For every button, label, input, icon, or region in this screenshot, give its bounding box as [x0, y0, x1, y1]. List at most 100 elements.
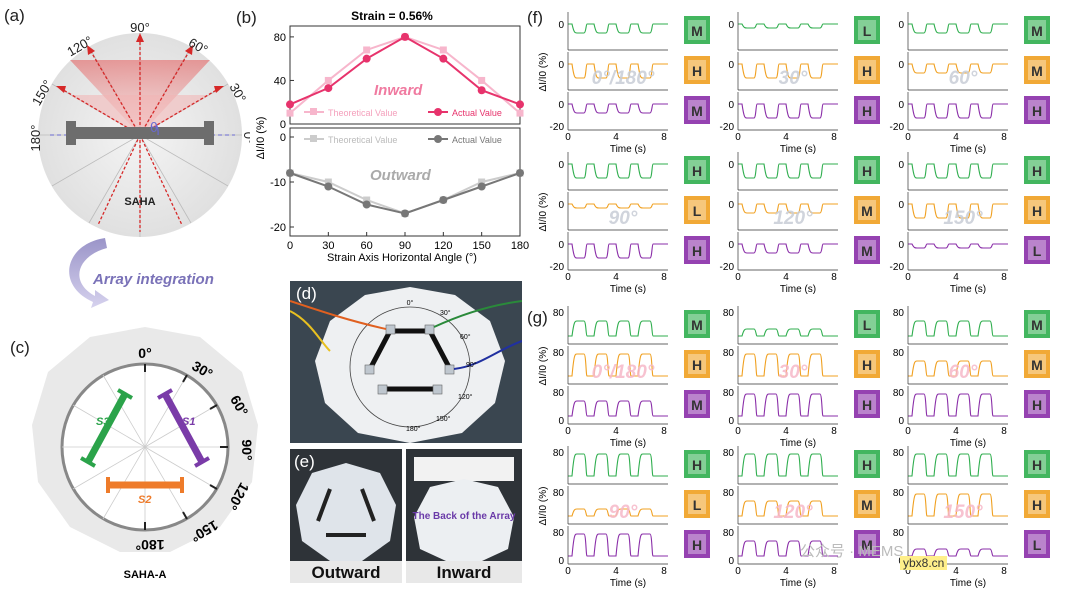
chart-b-ytick-label-0-0: 0 — [280, 119, 286, 131]
xtick-f-5-0: 0 — [905, 272, 911, 283]
xtick-g-5-2: 8 — [1001, 566, 1007, 577]
angle-label-f-1: 30° — [779, 68, 808, 89]
level-badge-inner — [858, 60, 876, 80]
level-badge-f-0-0 — [684, 16, 710, 44]
level-badge-g-4-1 — [854, 490, 880, 518]
ytick-g-2-2-b: 0 — [898, 416, 904, 427]
ytick-f-5-1-a: 0 — [898, 200, 904, 211]
trace-f-5-2 — [908, 243, 1008, 249]
ytick-g-4-0-a: 80 — [723, 448, 735, 459]
ytick-f-2-0-a: 0 — [898, 20, 904, 31]
ytick-f-4-2-b: -20 — [720, 262, 735, 273]
photo-d-angle-150: 150° — [436, 415, 451, 423]
array-angle-180: 180° — [136, 537, 165, 553]
xtick-f-4-0: 0 — [735, 272, 741, 283]
trace-g-4-0 — [738, 453, 838, 477]
level-text-g-0-2: M — [691, 397, 703, 413]
level-text-g-4-2: M — [861, 537, 873, 553]
level-text-f-1-2: H — [862, 103, 872, 119]
trace-f-1-0 — [738, 23, 838, 29]
photo-e-inward-illustration: The Back of the Array Inward — [406, 457, 522, 583]
legend-inward-theoretical: Theoretical Value — [328, 108, 397, 118]
photo-e-inward-substrate — [414, 479, 514, 561]
array-gridlines — [62, 364, 228, 530]
trace-g-0-0 — [568, 320, 668, 337]
level-badge-g-4-2 — [854, 530, 880, 558]
level-badge-inner — [688, 20, 706, 40]
chart-b-point — [401, 32, 409, 41]
chart-b-point — [363, 46, 371, 54]
level-text-g-3-0: H — [692, 457, 702, 473]
legend-outward-theoretical: Theoretical Value — [328, 135, 397, 145]
trace-g-5-1 — [908, 493, 1008, 517]
level-text-g-0-0: M — [691, 317, 703, 333]
ytick-f-3-0-a: 0 — [558, 160, 564, 171]
level-badge-inner — [1028, 200, 1046, 220]
ytick-f-3-1-a: 0 — [558, 200, 564, 211]
chart-b-xtick-label: 0 — [287, 240, 293, 252]
ytick-f-4-1-a: 0 — [728, 200, 734, 211]
chart-b-ylabel: ΔI/I0 (%) — [255, 117, 267, 160]
angle-label-f-5: 150° — [943, 208, 983, 229]
level-badge-inner — [1028, 240, 1046, 260]
chart-b-point — [516, 109, 524, 117]
chart-b-point — [324, 84, 333, 93]
ytick-f-1-1-a: 0 — [728, 60, 734, 71]
chart-b-point — [516, 169, 524, 177]
panel-e-outward-photo: Outward — [290, 449, 402, 583]
ytick-f-5-2-a: 0 — [898, 240, 904, 251]
chart-b-xtick-label: 150 — [472, 240, 490, 252]
xlabel-g-1: Time (s) — [780, 438, 816, 449]
level-badge-f-5-2 — [1024, 236, 1050, 264]
level-badge-g-3-0 — [684, 450, 710, 478]
legend-inward-actual-marker — [434, 108, 442, 116]
xtick-f-0-0: 0 — [565, 132, 571, 143]
ytick-g-3-2-b: 0 — [558, 556, 564, 567]
angle-label-f-2: 60° — [949, 68, 978, 89]
level-badge-inner — [688, 240, 706, 260]
angle-label-f-4: 120° — [773, 208, 813, 229]
legend-outward: Theoretical Value Actual Value — [304, 135, 502, 145]
chart-b-xtick-label: 30 — [322, 240, 334, 252]
chart-b-point — [478, 178, 486, 186]
level-badge-inner — [858, 354, 876, 374]
xtick-g-5-0: 0 — [905, 566, 911, 577]
xtick-g-3-0: 0 — [565, 566, 571, 577]
level-text-f-3-2: H — [692, 243, 702, 259]
xtick-f-3-0: 0 — [565, 272, 571, 283]
wire-green — [433, 300, 522, 328]
legend-inward-theoretical-marker — [310, 108, 317, 115]
level-badge-inner — [858, 314, 876, 334]
level-badge-inner — [858, 200, 876, 220]
level-badge-g-2-0 — [1024, 310, 1050, 338]
chart-b-point — [478, 76, 486, 84]
level-badge-inner — [688, 200, 706, 220]
trace-g-0-2 — [568, 400, 668, 417]
photo-e-outward-substrate — [296, 463, 396, 561]
ytick-g-1-0-a: 80 — [723, 308, 735, 319]
level-badge-inner — [858, 454, 876, 474]
ytick-g-5-1-a: 80 — [893, 488, 905, 499]
level-badge-f-4-0 — [854, 156, 880, 184]
level-badge-inner — [858, 20, 876, 40]
array-ticks — [144, 364, 228, 530]
panel-label-d: (d) — [296, 284, 317, 303]
photo-d-angle-180: 180° — [406, 425, 421, 433]
trace-f-1-2 — [738, 103, 838, 119]
level-badge-inner — [858, 534, 876, 554]
sensor-s2-label: S2 — [138, 494, 151, 506]
saha-a-label: SAHA-A — [124, 569, 167, 581]
level-badge-f-3-2 — [684, 236, 710, 264]
level-badge-g-0-1 — [684, 350, 710, 378]
level-badge-inner — [688, 394, 706, 414]
ytick-f-0-2-a: 0 — [558, 100, 564, 111]
trace-g-5-0 — [908, 453, 1008, 477]
chart-b-point — [477, 86, 486, 95]
level-badge-g-5-1 — [1024, 490, 1050, 518]
level-text-g-5-2: L — [1033, 537, 1042, 553]
xtick-f-1-0: 0 — [735, 132, 741, 143]
chart-b-xtick-label: 60 — [361, 240, 373, 252]
level-badge-f-2-2 — [1024, 96, 1050, 124]
panel-c-array-diagram: S1 S2 S3 0° 30° 60° 90° 120° 150° 180° S… — [32, 327, 258, 581]
xtick-g-0-1: 4 — [613, 426, 619, 437]
